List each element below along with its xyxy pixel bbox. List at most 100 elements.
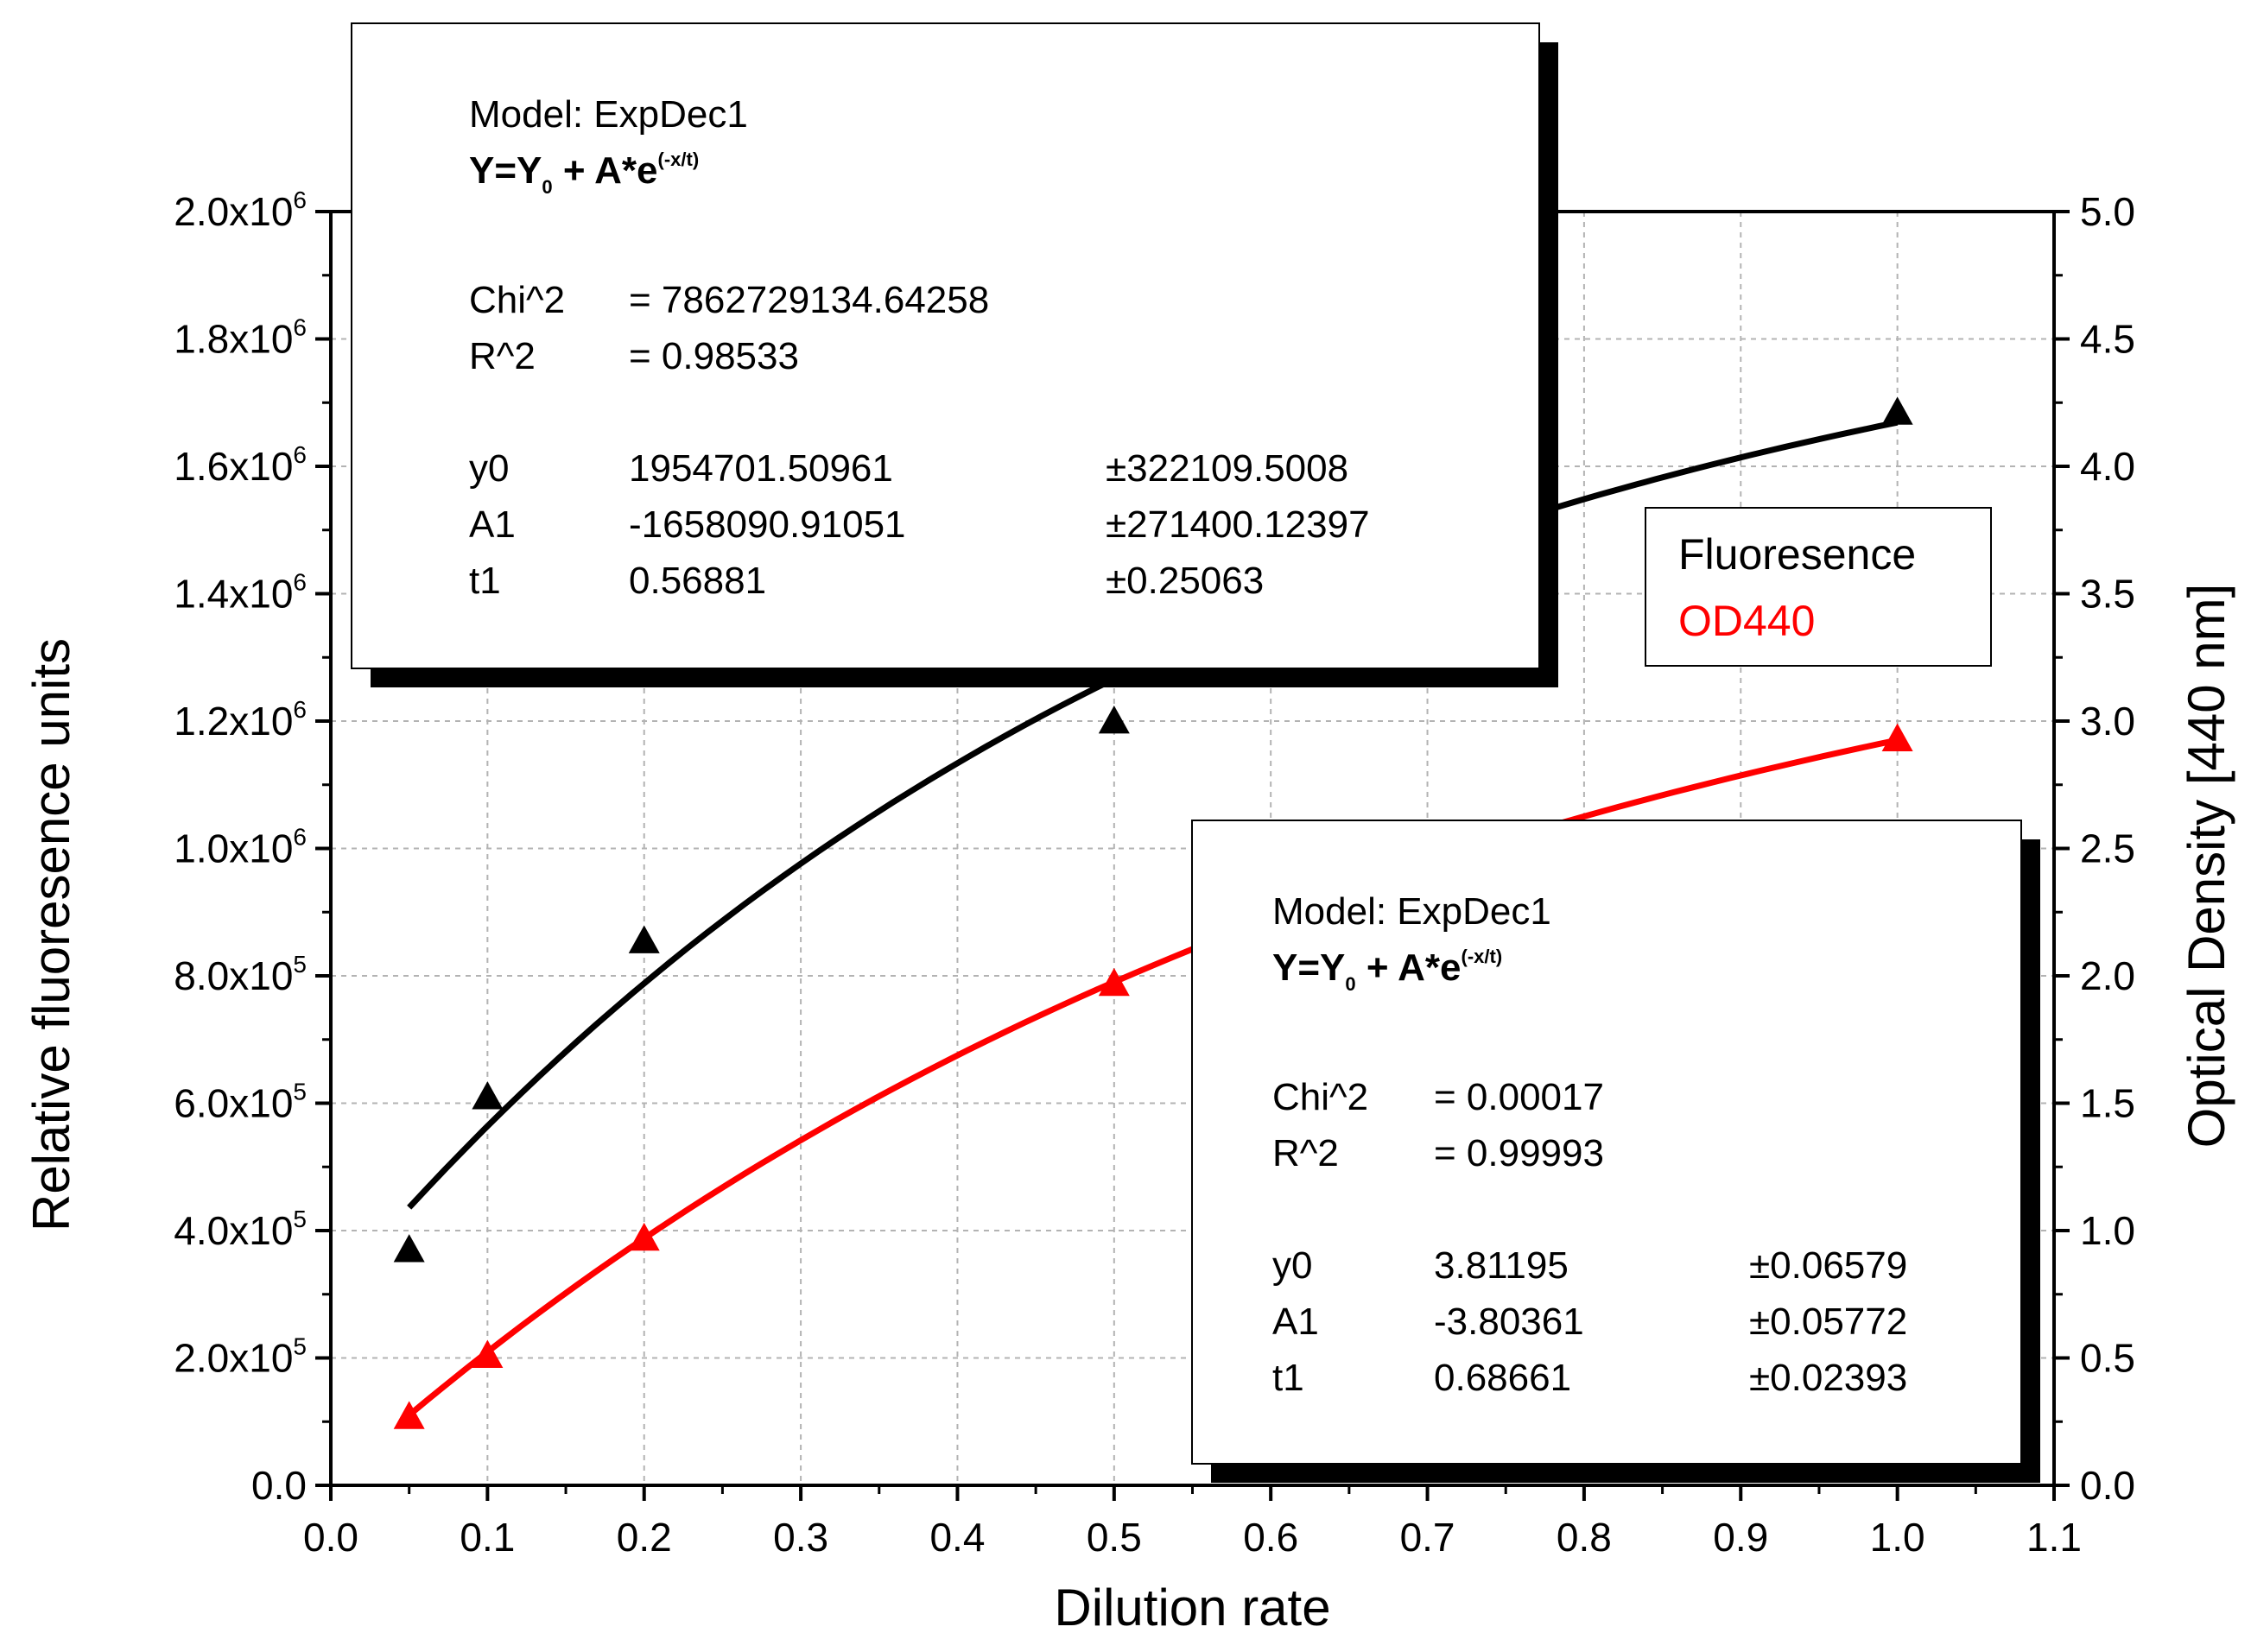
equation-sub: 0 (542, 176, 552, 198)
y-left-tick-label: 4.0x105 (174, 1206, 307, 1253)
chi-square-value: = 7862729134.64258 (629, 279, 989, 321)
chi-square-value: = 0.00017 (1434, 1076, 1604, 1118)
fit-box-fluoresence: Model: ExpDec1 Y=Y0 + A*e(-x/t) Chi^2 = 786… (351, 22, 1558, 687)
data-point-od440 (1098, 967, 1130, 997)
y-right-tick-label: 0.0 (2080, 1463, 2135, 1508)
y-right-tick-label: 2.0 (2080, 953, 2135, 998)
x-tick-label: 0.5 (1087, 1515, 1142, 1560)
param-name: y0 (1272, 1244, 1312, 1287)
tick-exponent: 5 (293, 1206, 307, 1232)
y-left-tick-label: 1.0x106 (174, 824, 307, 871)
x-tick-label: 0.9 (1713, 1515, 1768, 1560)
y-left-tick-label: 8.0x105 (174, 951, 307, 998)
y-axis-left-title: Relative fluoresence units (22, 638, 80, 1231)
y-left-tick-label: 2.0x105 (174, 1333, 307, 1381)
legend-entry-od440: OD440 (1678, 597, 1815, 645)
data-point-od440 (393, 1401, 425, 1429)
data-point-fluoresence (472, 1081, 504, 1110)
tick-exponent: 6 (293, 441, 307, 468)
param-name: y0 (469, 447, 509, 490)
tick-mantissa: 1.4x10 (174, 572, 293, 617)
tick-mantissa: 0.0 (251, 1463, 307, 1508)
y-left-tick-label: 2.0x106 (174, 187, 307, 234)
y-axis-right-title: Optical Density [440 nm] (2178, 584, 2235, 1149)
param-error: ±0.06579 (1749, 1244, 1907, 1287)
fit-equation: Y=Y0 + A*e(-x/t) (1272, 946, 1502, 995)
data-point-od440 (1881, 723, 1913, 752)
legend-entry-fluoresence: Fluoresence (1678, 530, 1916, 579)
tick-exponent: 6 (293, 824, 307, 851)
x-tick-label: 0.6 (1243, 1515, 1298, 1560)
equation-y: Y=Y (469, 149, 542, 192)
tick-mantissa: 8.0x10 (174, 953, 293, 998)
param-error: ±0.25063 (1106, 560, 1264, 602)
y-right-tick-label: 2.5 (2080, 826, 2135, 871)
y-left-tick-label: 1.8x106 (174, 314, 307, 362)
fit-model-label: Model: ExpDec1 (1272, 890, 1551, 933)
y-right-tick-label: 5.0 (2080, 189, 2135, 234)
tick-exponent: 6 (293, 314, 307, 341)
chi-square-label: Chi^2 (1272, 1076, 1368, 1118)
r-square-label: R^2 (469, 335, 536, 377)
equation-rest: + A*e (553, 149, 658, 192)
param-value: 0.56881 (629, 560, 766, 602)
param-name: A1 (1272, 1301, 1319, 1343)
tick-mantissa: 1.2x10 (174, 699, 293, 744)
data-point-fluoresence (393, 1234, 425, 1263)
equation-rest: + A*e (1356, 946, 1462, 989)
equation-sup: (-x/t) (658, 149, 700, 170)
fit-box-frame (1191, 820, 2022, 1465)
param-error: ±0.02393 (1749, 1357, 1907, 1399)
x-tick-label: 0.1 (460, 1515, 515, 1560)
param-error: ±0.05772 (1749, 1301, 1907, 1343)
data-markers (393, 396, 1913, 1429)
y-left-tick-label: 0.0 (251, 1463, 307, 1508)
fit-model-label: Model: ExpDec1 (469, 93, 748, 136)
y-right-tick-label: 0.5 (2080, 1336, 2135, 1381)
param-name: t1 (469, 560, 501, 602)
legend-frame (1645, 507, 1992, 667)
x-tick-label: 1.0 (1870, 1515, 1925, 1560)
param-value: 0.68661 (1434, 1357, 1571, 1399)
x-tick-label: 0.8 (1557, 1515, 1612, 1560)
param-value: -3.80361 (1434, 1301, 1584, 1343)
y-right-tick-label: 3.0 (2080, 699, 2135, 744)
data-point-od440 (628, 1222, 660, 1251)
r-square-value: = 0.99993 (1434, 1132, 1604, 1174)
tick-mantissa: 1.8x10 (174, 317, 293, 362)
data-point-fluoresence (1881, 396, 1913, 425)
tick-exponent: 6 (293, 569, 307, 596)
tick-exponent: 5 (293, 951, 307, 978)
y-right-tick-label: 4.5 (2080, 317, 2135, 362)
fit-box-frame (351, 22, 1540, 669)
y-left-tick-label: 1.2x106 (174, 696, 307, 744)
x-tick-label: 0.2 (617, 1515, 672, 1560)
tick-exponent: 5 (293, 1079, 307, 1105)
x-tick-label: 1.1 (2026, 1515, 2082, 1560)
equation-sub: 0 (1345, 973, 1355, 995)
y-left-tick-label: 1.6x106 (174, 441, 307, 489)
param-value: -1658090.91051 (629, 503, 906, 546)
y-left-tick-label: 6.0x105 (174, 1079, 307, 1126)
param-name: A1 (469, 503, 516, 546)
param-error: ±271400.12397 (1106, 503, 1370, 546)
x-tick-label: 0.4 (929, 1515, 985, 1560)
x-axis-title: Dilution rate (1054, 1579, 1330, 1636)
tick-mantissa: 1.6x10 (174, 444, 293, 489)
data-point-fluoresence (1098, 706, 1130, 734)
r-square-value: = 0.98533 (629, 335, 799, 377)
equation-sup: (-x/t) (1462, 946, 1503, 967)
equation-y: Y=Y (1272, 946, 1345, 989)
x-tick-label: 0.3 (773, 1515, 828, 1560)
param-error: ±322109.5008 (1106, 447, 1348, 490)
fit-box-od440: Model: ExpDec1 Y=Y0 + A*e(-x/t) Chi^2 = 0.0… (1191, 820, 2040, 1483)
r-square-label: R^2 (1272, 1132, 1339, 1174)
y-right-tick-label: 1.5 (2080, 1081, 2135, 1126)
y-right-tick-label: 1.0 (2080, 1208, 2135, 1253)
y-right-tick-label: 4.0 (2080, 444, 2135, 489)
param-value: 1954701.50961 (629, 447, 893, 490)
tick-mantissa: 6.0x10 (174, 1081, 293, 1126)
param-value: 3.81195 (1434, 1244, 1569, 1287)
tick-exponent: 6 (293, 696, 307, 723)
